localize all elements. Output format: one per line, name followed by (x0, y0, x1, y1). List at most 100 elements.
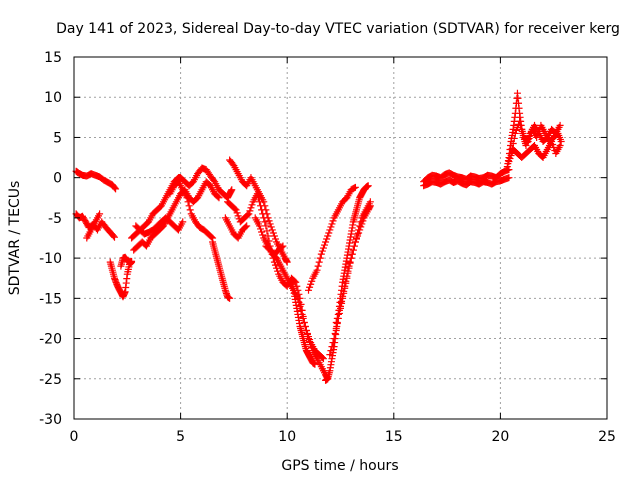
data-point (263, 227, 271, 235)
data-point (326, 351, 334, 359)
data-point (318, 354, 326, 362)
y-tick-label: 0 (53, 171, 62, 187)
y-tick-label: -25 (39, 372, 62, 388)
data-point (112, 185, 120, 193)
data-point (345, 262, 353, 270)
data-point (332, 318, 340, 326)
data-point (185, 202, 193, 210)
y-tick-label: -10 (39, 251, 62, 267)
data-point (226, 294, 234, 302)
data-point (266, 220, 274, 228)
data-point (321, 241, 329, 249)
y-tick-label: 15 (44, 50, 62, 66)
data-point (332, 325, 340, 332)
data-point (511, 129, 519, 137)
data-point (214, 193, 222, 201)
data-point (315, 258, 323, 266)
data-point (271, 235, 279, 243)
data-point (232, 206, 240, 214)
data-point (506, 155, 514, 163)
data-point (313, 266, 321, 274)
data-point (346, 258, 354, 266)
data-point (344, 267, 352, 275)
data-point (242, 223, 250, 231)
data-point (323, 235, 331, 243)
data-point (208, 233, 216, 241)
data-point (350, 242, 358, 250)
data-point (351, 183, 359, 191)
data-point (351, 238, 359, 246)
data-point (334, 310, 342, 318)
data-point (352, 234, 360, 242)
data-point (329, 217, 337, 225)
data-point (267, 223, 275, 231)
data-point (524, 137, 532, 145)
data-point (512, 126, 520, 134)
data-point (311, 360, 319, 368)
data-point (519, 129, 527, 137)
data-point (306, 336, 314, 344)
data-point (246, 207, 254, 215)
data-point (516, 117, 524, 125)
data-point (355, 226, 363, 234)
data-point (215, 194, 223, 202)
data-point (264, 232, 272, 240)
x-tick-label: 15 (385, 429, 403, 445)
data-point (228, 186, 236, 194)
data-point (324, 232, 332, 240)
x-axis-label: GPS time / hours (281, 458, 398, 474)
data-point (254, 194, 262, 202)
data-point (331, 330, 339, 338)
data-point (507, 150, 515, 158)
y-tick-label: -15 (39, 291, 62, 307)
data-point (259, 231, 267, 239)
data-point (510, 134, 518, 142)
data-point (366, 198, 374, 206)
data-point (505, 158, 513, 166)
data-point (258, 206, 266, 214)
data-points (72, 89, 565, 384)
data-point (347, 254, 355, 262)
data-point (269, 229, 277, 237)
data-point (261, 218, 269, 226)
axis-ticks: 0 5 10 15 20 25 -30 -25 -20 -15 -10 -5 0 5 10 15 (39, 50, 616, 445)
data-point (186, 206, 194, 214)
x-tick-label: 0 (70, 429, 79, 445)
data-point (342, 277, 350, 285)
data-point (260, 214, 268, 222)
data-point (111, 184, 119, 192)
data-point (326, 226, 334, 234)
data-point (297, 306, 305, 314)
data-point (317, 250, 325, 258)
data-point (325, 229, 333, 237)
data-point (556, 141, 564, 149)
data-point (509, 139, 517, 147)
data-point (283, 258, 291, 266)
data-point (328, 220, 336, 228)
data-point (328, 343, 336, 351)
data-point (354, 230, 362, 238)
data-point (549, 140, 557, 148)
data-point (350, 184, 358, 192)
y-tick-label: -5 (48, 211, 62, 227)
data-point (505, 174, 513, 182)
data-point (333, 314, 341, 322)
data-point (305, 286, 313, 294)
data-point (231, 205, 239, 213)
data-point (303, 330, 311, 338)
data-point (279, 242, 287, 250)
y-tick-label: 10 (44, 90, 62, 106)
x-tick-label: 5 (176, 429, 185, 445)
data-point (330, 335, 338, 343)
data-point (306, 283, 314, 291)
data-point (337, 302, 344, 310)
data-point (183, 194, 191, 202)
data-point (338, 297, 346, 305)
x-tick-label: 20 (491, 429, 509, 445)
data-point (179, 218, 187, 226)
data-point (349, 246, 357, 254)
data-point (270, 232, 278, 240)
data-point (348, 250, 356, 258)
data-point (248, 201, 256, 209)
data-point (525, 134, 533, 142)
